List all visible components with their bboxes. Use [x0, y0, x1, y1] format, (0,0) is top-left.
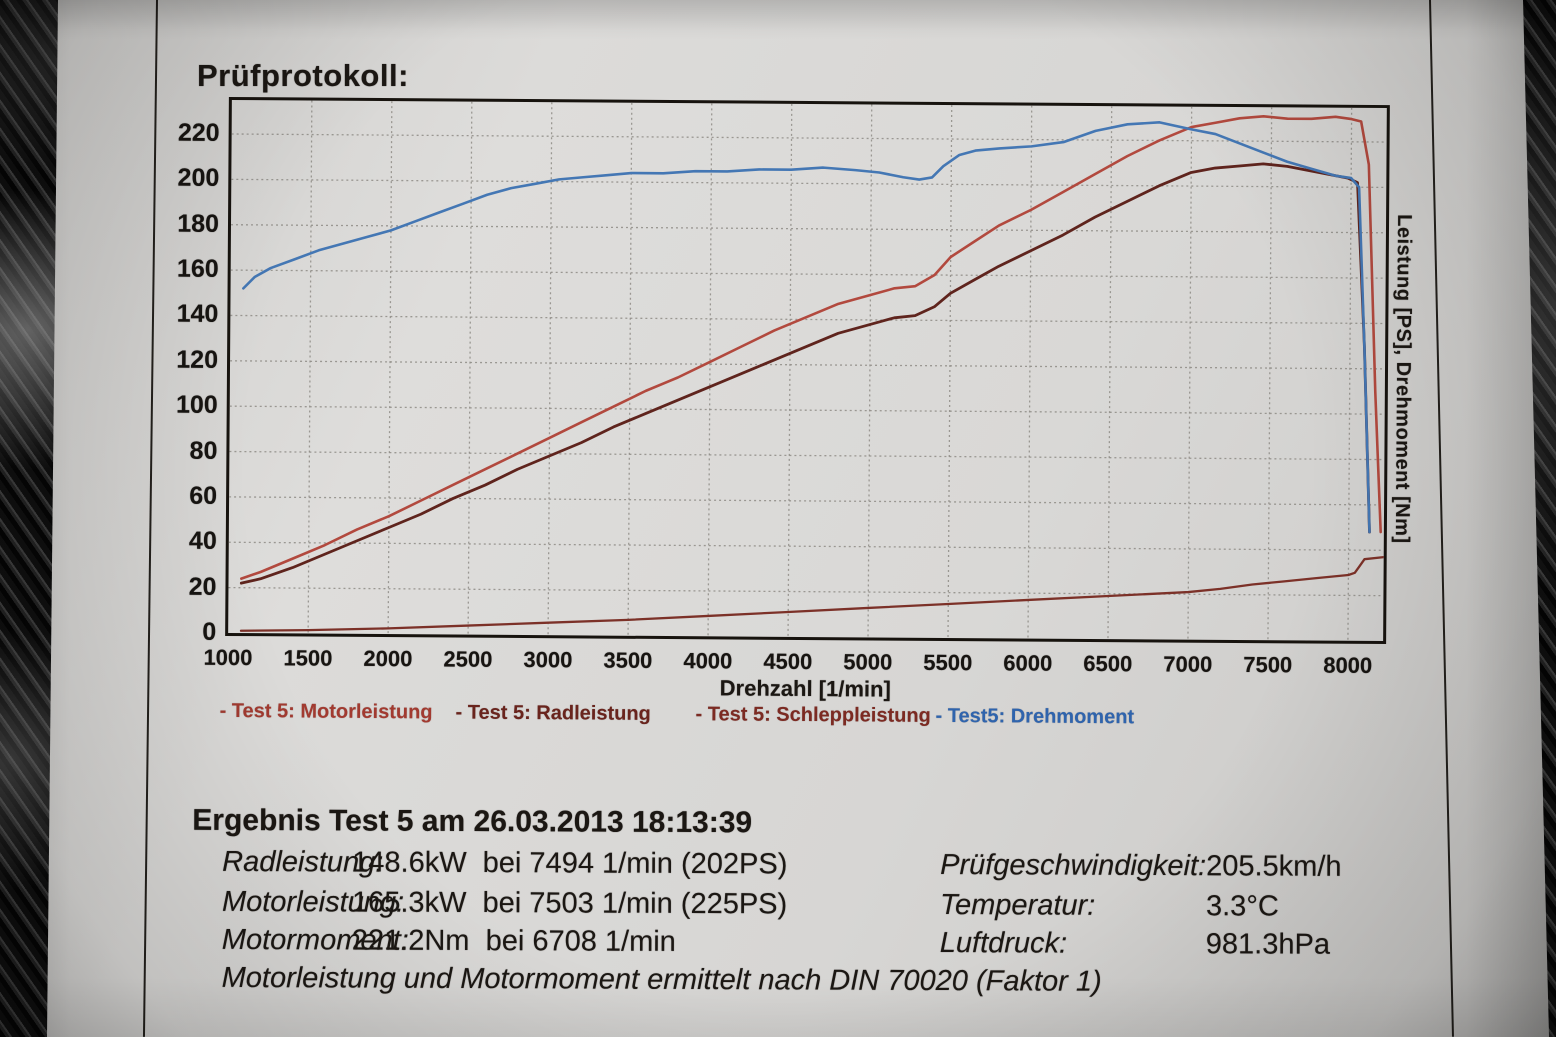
result-value-pruefgeschwindigkeit: 205.5km/h: [1206, 850, 1342, 883]
v-gridline: [1347, 107, 1353, 641]
v-gridline: [1107, 106, 1113, 640]
result-value-motorleistung: 165.3kW bei 7503 1/min (225PS): [351, 886, 788, 921]
plot-area: [225, 96, 1390, 645]
result-value-motormoment: 221.2Nm bei 6708 1/min: [351, 924, 676, 958]
series-drehmoment: [242, 121, 1371, 534]
v-gridline: [547, 102, 553, 636]
result-label-temperatur: Temperatur:: [939, 889, 1096, 922]
v-gridline: [867, 104, 873, 638]
v-gridline: [627, 102, 633, 636]
result-label-pruefgeschwindigkeit: Prüfgeschwindigkeit:: [940, 849, 1207, 883]
v-gridline: [387, 101, 393, 635]
result-value-temperatur: 3.3°C: [1205, 890, 1279, 923]
v-gridline: [787, 103, 793, 637]
v-gridline: [307, 100, 313, 634]
series-schleppleistung: [239, 555, 1385, 632]
series-radleistung: [239, 162, 1371, 585]
results-note: Motorleistung und Motormoment ermittelt …: [221, 961, 1102, 998]
v-gridline: [1187, 106, 1193, 640]
result-value-radleistung: 148.6kW bei 7494 1/min (202PS): [352, 846, 788, 881]
v-gridline: [947, 104, 953, 638]
plot-canvas: [228, 100, 1387, 641]
page-title: Prüfprotokoll:: [197, 58, 409, 93]
result-label-luftdruck: Luftdruck:: [939, 927, 1068, 960]
result-value-luftdruck: 981.3hPa: [1205, 928, 1331, 961]
v-gridline: [707, 103, 713, 637]
dyno-chart: Drehzahl [1/min] Leistung [PS], Drehmome…: [176, 96, 1415, 728]
v-gridline: [1027, 105, 1033, 639]
v-gridline: [1267, 107, 1273, 641]
series-motorleistung: [240, 114, 1382, 580]
results-heading: Ergebnis Test 5 am 26.03.2013 18:13:39: [192, 803, 753, 840]
v-gridline: [467, 101, 473, 635]
